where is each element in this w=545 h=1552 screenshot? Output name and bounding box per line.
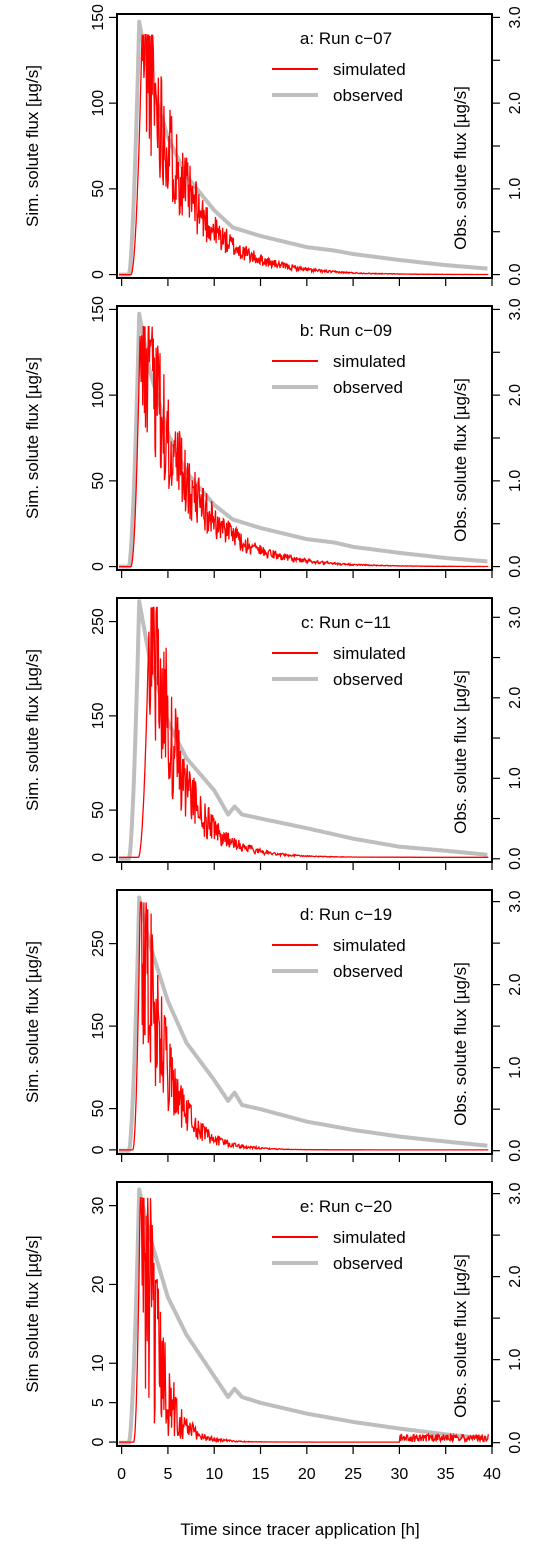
y-tick-label: 5	[90, 1398, 107, 1407]
y-axis-label: Sim. solute flux [µg/s]	[23, 65, 42, 227]
y-tick-label: 0	[90, 270, 107, 279]
observed-series-line	[117, 895, 489, 1153]
y2-tick-label: 2.0	[507, 973, 524, 995]
panel-title: e: Run c−20	[300, 1197, 392, 1216]
y-tick-label: 50	[90, 1100, 107, 1118]
y-axis-label: Sim. solute flux [µg/s]	[23, 357, 42, 519]
legend-label-observed: observed	[333, 378, 403, 397]
legend-label-simulated: simulated	[333, 1228, 406, 1247]
y2-tick-label: 2.0	[507, 1265, 524, 1287]
legend-label-simulated: simulated	[333, 352, 406, 371]
y2-axis-label: Obs. solute flux [µg/s]	[451, 670, 470, 834]
y-axis-label: Sim solute flux [µg/s]	[23, 1235, 42, 1392]
y2-tick-label: 3.0	[507, 6, 524, 28]
y-axis-label: Sim. solute flux [µg/s]	[23, 941, 42, 1103]
y2-tick-label: 3.0	[507, 298, 524, 320]
y-tick-label: 150	[90, 296, 107, 323]
y2-tick-label: 2.0	[507, 384, 524, 406]
simulated-series-line	[118, 901, 489, 1151]
y2-tick-label: 0.0	[507, 1139, 524, 1161]
legend-label-observed: observed	[333, 1254, 403, 1273]
observed-series-line	[117, 311, 489, 569]
y2-tick-label: 1.0	[507, 1348, 524, 1370]
observed-series-line	[117, 599, 489, 861]
legend-label-simulated: simulated	[333, 644, 406, 663]
y-tick-label: 150	[90, 1013, 107, 1040]
y2-tick-label: 0.0	[507, 1431, 524, 1453]
y2-axis-label: Obs. solute flux [µg/s]	[451, 1254, 470, 1418]
y2-axis-label: Obs. solute flux [µg/s]	[451, 378, 470, 542]
y2-tick-label: 3.0	[507, 890, 524, 912]
y2-axis-label: Obs. solute flux [µg/s]	[451, 86, 470, 250]
y-tick-label: 30	[90, 1197, 107, 1215]
panel-title: d: Run c−19	[300, 905, 392, 924]
simulated-series-line	[118, 606, 489, 858]
y-tick-label: 150	[90, 4, 107, 31]
plot-frame	[116, 889, 493, 1155]
x-tick-label: 30	[391, 1466, 409, 1483]
legend-label-observed: observed	[333, 86, 403, 105]
y-tick-label: 50	[90, 180, 107, 198]
y2-tick-label: 2.0	[507, 687, 524, 709]
x-tick-label: 25	[344, 1466, 362, 1483]
y2-tick-label: 1.0	[507, 178, 524, 200]
y2-tick-label: 3.0	[507, 1182, 524, 1204]
simulated-series-line	[118, 325, 489, 568]
observed-series-line	[117, 19, 489, 277]
legend-label-simulated: simulated	[333, 936, 406, 955]
x-tick-label: 20	[298, 1466, 316, 1483]
plot-frame	[116, 1181, 493, 1447]
y2-tick-label: 1.0	[507, 767, 524, 789]
y-tick-label: 0	[90, 1145, 107, 1154]
legend-label-observed: observed	[333, 670, 403, 689]
y2-tick-label: 1.0	[507, 1056, 524, 1078]
y-tick-label: 50	[90, 472, 107, 490]
x-tick-label: 0	[117, 1466, 126, 1483]
x-tick-label: 35	[437, 1466, 455, 1483]
y2-axis-label: Obs. solute flux [µg/s]	[451, 962, 470, 1126]
legend-label-observed: observed	[333, 962, 403, 981]
y-tick-label: 10	[90, 1354, 107, 1372]
y2-tick-label: 0.0	[507, 555, 524, 577]
y-axis-label: Sim. solute flux [µg/s]	[23, 649, 42, 811]
y-tick-label: 0	[90, 853, 107, 862]
y2-tick-label: 0.0	[507, 263, 524, 285]
y-tick-label: 100	[90, 90, 107, 117]
y-tick-label: 0	[90, 1438, 107, 1447]
observed-series-line	[117, 1187, 489, 1445]
x-tick-label: 15	[252, 1466, 270, 1483]
plot-frame	[116, 597, 493, 863]
y-tick-label: 250	[90, 930, 107, 957]
y2-tick-label: 2.0	[507, 92, 524, 114]
simulated-series-line	[118, 1197, 489, 1444]
x-tick-label: 10	[205, 1466, 223, 1483]
y-tick-label: 150	[90, 702, 107, 729]
y-tick-label: 20	[90, 1275, 107, 1293]
y2-tick-label: 0.0	[507, 848, 524, 870]
x-axis-label: Time since tracer application [h]	[180, 1520, 419, 1539]
y-tick-label: 250	[90, 608, 107, 635]
plot-frame	[116, 305, 493, 571]
y2-tick-label: 1.0	[507, 470, 524, 492]
x-tick-label: 5	[163, 1466, 172, 1483]
panel-title: a: Run c−07	[300, 29, 392, 48]
y-tick-label: 0	[90, 562, 107, 571]
y-tick-label: 100	[90, 382, 107, 409]
panel-title: b: Run c−09	[300, 321, 392, 340]
simulated-series-line	[118, 33, 489, 276]
x-tick-label: 40	[483, 1466, 501, 1483]
y2-tick-label: 3.0	[507, 606, 524, 628]
panel-title: c: Run c−11	[301, 613, 391, 632]
y-tick-label: 50	[90, 801, 107, 819]
legend-label-simulated: simulated	[333, 60, 406, 79]
